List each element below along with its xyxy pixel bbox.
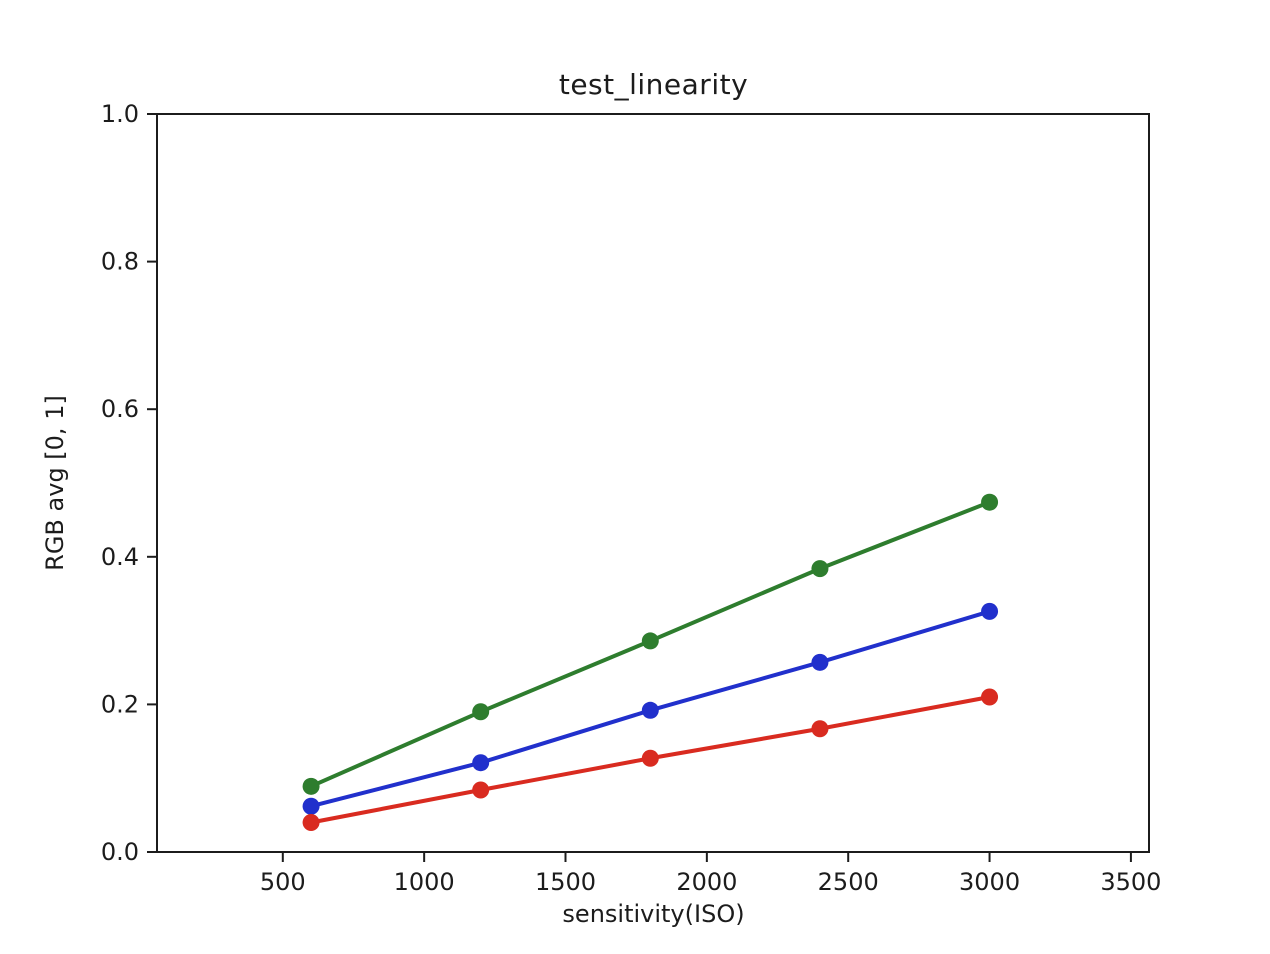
data-point-B [811,653,829,671]
data-point-R [811,720,829,738]
x-axis-label: sensitivity(ISO) [562,900,745,928]
data-point-G [302,777,320,795]
y-tick-label: 0.0 [101,838,139,866]
data-point-R [472,781,490,799]
chart-title: test_linearity [558,68,749,101]
x-tick-label: 3500 [1100,868,1161,896]
data-point-B [302,797,320,815]
x-tick-label: 3000 [959,868,1020,896]
axes-frame [156,113,1150,853]
x-tick-label: 1500 [535,868,596,896]
y-tick-label: 0.4 [101,543,139,571]
x-tick-label: 500 [260,868,306,896]
y-tick-label: 1.0 [101,100,139,128]
y-tick-label: 0.2 [101,690,139,718]
data-point-B [981,602,999,620]
data-point-R [302,813,320,831]
data-point-B [641,701,659,719]
data-point-G [811,560,829,578]
data-point-R [641,749,659,767]
data-point-G [981,493,999,511]
x-tick-label: 2500 [818,868,879,896]
data-point-B [472,754,490,772]
data-point-G [472,703,490,721]
y-tick-label: 0.6 [101,395,139,423]
data-point-R [981,688,999,706]
y-tick-label: 0.8 [101,248,139,276]
data-point-G [641,632,659,650]
x-tick-label: 1000 [394,868,455,896]
x-tick-label: 2000 [676,868,737,896]
